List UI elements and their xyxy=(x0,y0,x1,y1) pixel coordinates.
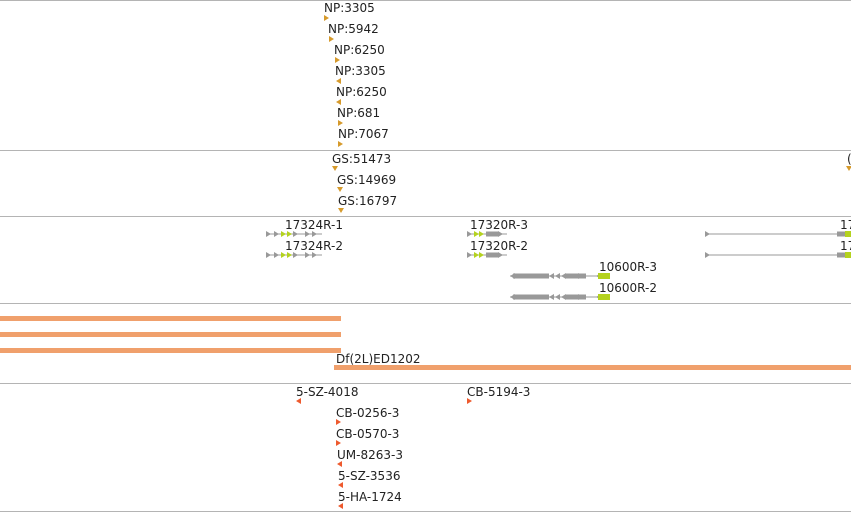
transcript-glyph-10600R-3[interactable] xyxy=(510,272,614,280)
deficiency-label[interactable]: Df(2L)ED1202 xyxy=(336,352,421,366)
np-label[interactable]: NP:6250 xyxy=(334,43,385,57)
transcript-glyph-clipped[interactable] xyxy=(705,251,851,259)
track-divider xyxy=(0,150,851,151)
stock-marker-icon[interactable] xyxy=(338,482,343,488)
gs-label[interactable]: GS:51473 xyxy=(332,152,392,166)
deficiency-bar-Df2L-ED1202[interactable] xyxy=(334,365,851,370)
transcript-glyph-17320R-2[interactable] xyxy=(467,251,511,259)
transcript-glyph-17324R-2[interactable] xyxy=(266,251,326,259)
gene-model-track: 17324R-1 17324R-2 17320R-3 xyxy=(0,217,851,303)
deficiency-bar[interactable] xyxy=(0,332,341,337)
stock-marker-icon[interactable] xyxy=(337,461,342,467)
stock-marker-icon[interactable] xyxy=(336,440,341,446)
bottom-border xyxy=(0,511,851,512)
stock-marker-icon[interactable] xyxy=(296,398,301,404)
gs-label-clipped: ( xyxy=(847,153,851,166)
stock-label[interactable]: 5-HA-1724 xyxy=(338,490,402,504)
np-marker-icon[interactable] xyxy=(336,99,341,105)
np-label[interactable]: NP:3305 xyxy=(335,64,386,78)
transcript-label[interactable]: 10600R-3 xyxy=(599,260,657,274)
np-marker-icon[interactable] xyxy=(335,57,340,63)
stock-marker-icon[interactable] xyxy=(336,419,341,425)
deficiency-track: Df(2L)ED1202 xyxy=(0,304,851,383)
stock-label[interactable]: 5-SZ-3536 xyxy=(338,469,401,483)
top-border xyxy=(0,0,851,1)
deficiency-bar[interactable] xyxy=(0,348,341,353)
np-insertion-track: NP:3305 NP:5942 NP:6250 NP:3305 NP:6250 … xyxy=(0,0,851,150)
stock-marker-icon[interactable] xyxy=(338,503,343,509)
gs-marker-icon[interactable] xyxy=(846,166,851,171)
np-label[interactable]: NP:7067 xyxy=(338,127,389,141)
np-label[interactable]: NP:681 xyxy=(337,106,381,120)
track-divider xyxy=(0,383,851,384)
gs-label[interactable]: GS:16797 xyxy=(338,194,398,208)
np-label[interactable]: NP:6250 xyxy=(336,85,387,99)
transcript-label[interactable]: 17320R-3 xyxy=(470,218,528,232)
np-label[interactable]: NP:5942 xyxy=(328,22,379,36)
transcript-label[interactable]: 17324R-2 xyxy=(285,239,343,253)
np-marker-icon[interactable] xyxy=(324,15,329,21)
transcript-glyph-10600R-2[interactable] xyxy=(510,293,614,301)
track-divider xyxy=(0,216,851,217)
np-marker-icon[interactable] xyxy=(336,78,341,84)
np-label[interactable]: NP:3305 xyxy=(324,1,375,15)
deficiency-bar[interactable] xyxy=(0,316,341,321)
gs-marker-icon[interactable] xyxy=(332,166,338,171)
gs-label[interactable]: GS:14969 xyxy=(337,173,397,187)
stock-label[interactable]: CB-0256-3 xyxy=(336,406,400,420)
transcript-glyph-17324R-1[interactable] xyxy=(266,230,326,238)
transcript-glyph-17320R-3[interactable] xyxy=(467,230,511,238)
gs-marker-icon[interactable] xyxy=(337,187,343,192)
stock-marker-icon[interactable] xyxy=(467,398,472,404)
transcript-label-clipped[interactable]: 17 xyxy=(840,239,851,253)
stock-label[interactable]: CB-5194-3 xyxy=(467,385,531,399)
transcript-label-clipped[interactable]: 17 xyxy=(840,218,851,232)
np-marker-icon[interactable] xyxy=(338,120,343,126)
stock-label[interactable]: CB-0570-3 xyxy=(336,427,400,441)
transcript-label[interactable]: 17324R-1 xyxy=(285,218,343,232)
transcript-glyph-clipped[interactable] xyxy=(705,230,851,238)
transcript-label[interactable]: 17320R-2 xyxy=(470,239,528,253)
stock-insertion-track: 5-SZ-4018 CB-5194-3 CB-0256-3 CB-0570-3 … xyxy=(0,384,851,512)
gs-insertion-track: GS:51473 GS:14969 GS:16797 ( xyxy=(0,151,851,216)
stock-label[interactable]: 5-SZ-4018 xyxy=(296,385,359,399)
np-marker-icon[interactable] xyxy=(329,36,334,42)
transcript-label[interactable]: 10600R-2 xyxy=(599,281,657,295)
stock-label[interactable]: UM-8263-3 xyxy=(337,448,403,462)
gs-marker-icon[interactable] xyxy=(338,208,344,213)
np-marker-icon[interactable] xyxy=(338,141,343,147)
track-divider xyxy=(0,303,851,304)
